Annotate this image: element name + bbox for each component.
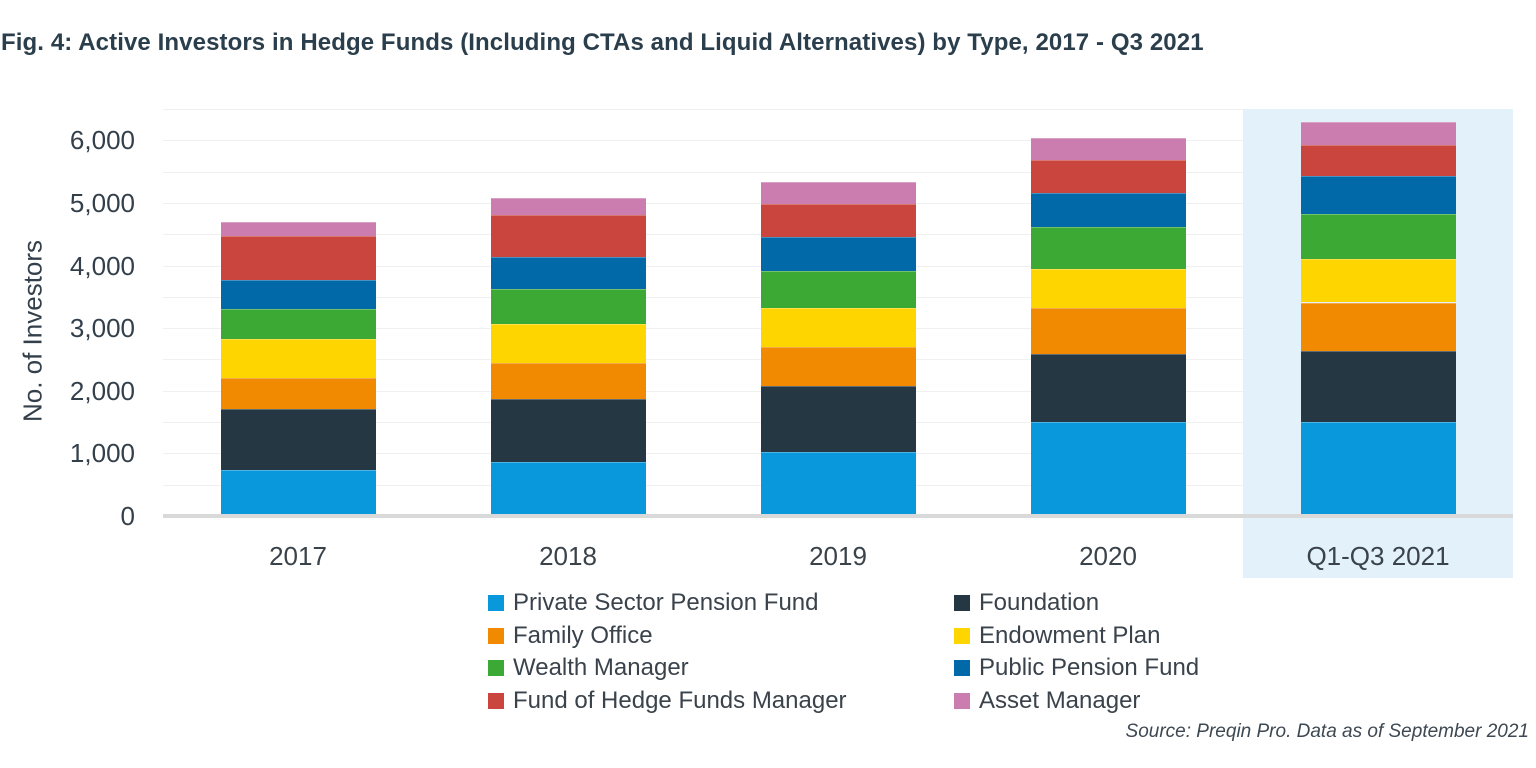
legend-label-family-office: Family Office	[513, 621, 653, 649]
source-note: Source: Preqin Pro. Data as of September…	[1125, 721, 1529, 742]
gridline-6000	[163, 140, 1513, 142]
bar-segment-private-sector-pension-fund-2020	[1030, 422, 1186, 516]
legend-item-foundation: Foundation	[954, 587, 1199, 620]
legend-label-fund-of-hedge-funds-manager: Fund of Hedge Funds Manager	[513, 686, 847, 714]
bar-segment-foundation-2019	[760, 385, 916, 452]
bar-segment-asset-manager-2018	[490, 197, 646, 216]
bar-segment-family-office-2020	[1030, 308, 1186, 355]
bar-segment-asset-manager-q1-q3-2021	[1300, 122, 1456, 145]
bar-segment-family-office-2018	[490, 363, 646, 399]
bar-segment-wealth-manager-2018	[490, 288, 646, 325]
legend-swatch-public-pension-fund	[954, 660, 970, 677]
bar-segment-wealth-manager-q1-q3-2021	[1300, 213, 1456, 259]
legend-swatch-family-office	[488, 627, 504, 644]
legend-label-private-sector-pension-fund: Private Sector Pension Fund	[513, 589, 819, 617]
legend-swatch-fund-of-hedge-funds-manager	[488, 692, 504, 709]
bar-segment-public-pension-fund-2020	[1030, 192, 1186, 227]
legend-label-foundation: Foundation	[979, 589, 1100, 617]
chart-legend: Private Sector Pension Fund Foundation Fam…	[488, 587, 1199, 717]
y-tick-label-6000: 6,000	[69, 125, 135, 156]
bar-segment-endowment-plan-2019	[760, 307, 916, 347]
bar-segment-private-sector-pension-fund-q1-q3-2021	[1300, 422, 1456, 516]
bar-segment-fund-of-hedge-funds-manager-2019	[760, 204, 916, 238]
bar-segment-family-office-q1-q3-2021	[1300, 302, 1456, 352]
bar-segment-fund-of-hedge-funds-manager-2018	[490, 215, 646, 258]
y-tick-label-0: 0	[120, 501, 135, 531]
legend-item-endowment-plan: Endowment Plan	[954, 620, 1199, 653]
legend-swatch-private-sector-pension-fund	[488, 595, 504, 612]
bar-segment-endowment-plan-q1-q3-2021	[1300, 258, 1456, 303]
bar-segment-public-pension-fund-2017	[220, 279, 376, 310]
y-tick-label-2000: 2,000	[69, 375, 135, 406]
bar-segment-asset-manager-2020	[1030, 137, 1186, 160]
bar-segment-public-pension-fund-q1-q3-2021	[1300, 176, 1456, 214]
legend-item-private-sector-pension-fund: Private Sector Pension Fund	[488, 587, 954, 620]
bar-segment-private-sector-pension-fund-2017	[220, 469, 376, 516]
legend-label-wealth-manager: Wealth Manager	[513, 654, 689, 682]
gridline-5500	[163, 171, 1513, 173]
bar-segment-fund-of-hedge-funds-manager-q1-q3-2021	[1300, 144, 1456, 176]
bar-segment-foundation-2017	[220, 408, 376, 470]
y-tick-label-1000: 1,000	[69, 438, 135, 469]
bar-segment-endowment-plan-2017	[220, 339, 376, 379]
legend-swatch-asset-manager	[954, 692, 970, 709]
bar-segment-wealth-manager-2020	[1030, 226, 1186, 270]
x-axis-label-2017: 2017	[269, 541, 327, 571]
stacked-bar-2018	[490, 109, 646, 516]
legend-label-asset-manager: Asset Manager	[979, 686, 1141, 714]
figure-title: Fig. 4: Active Investors in Hedge Funds …	[1, 29, 1204, 56]
bar-segment-private-sector-pension-fund-2019	[760, 451, 916, 516]
bar-segment-asset-manager-2019	[760, 181, 916, 205]
stacked-bar-2020	[1030, 109, 1186, 516]
legend-swatch-endowment-plan	[954, 627, 970, 644]
x-axis-label-q1-q3-2021: Q1-Q3 2021	[1306, 541, 1450, 571]
legend-item-public-pension-fund: Public Pension Fund	[954, 652, 1199, 685]
stacked-bar-q1-q3-2021	[1300, 109, 1456, 516]
bar-segment-fund-of-hedge-funds-manager-2020	[1030, 159, 1186, 193]
bar-segment-endowment-plan-2020	[1030, 269, 1186, 309]
bar-segment-fund-of-hedge-funds-manager-2017	[220, 236, 376, 280]
legend-swatch-foundation	[954, 595, 970, 612]
x-axis-label-2019: 2019	[809, 541, 867, 571]
plot-area	[163, 109, 1513, 578]
bar-segment-foundation-q1-q3-2021	[1300, 351, 1456, 423]
legend-item-wealth-manager: Wealth Manager	[488, 652, 954, 685]
stacked-bar-2017	[220, 109, 376, 516]
bar-segment-family-office-2019	[760, 346, 916, 386]
legend-item-family-office: Family Office	[488, 620, 954, 653]
y-tick-label-5000: 5,000	[69, 187, 135, 218]
bar-segment-private-sector-pension-fund-2018	[490, 462, 646, 516]
bar-segment-public-pension-fund-2019	[760, 237, 916, 272]
x-axis-label-2018: 2018	[539, 541, 597, 571]
stacked-bar-2019	[760, 109, 916, 516]
y-tick-label-4000: 4,000	[69, 250, 135, 281]
legend-label-public-pension-fund: Public Pension Fund	[979, 654, 1200, 682]
legend-item-asset-manager: Asset Manager	[954, 685, 1199, 718]
legend-label-endowment-plan: Endowment Plan	[979, 621, 1161, 649]
y-tick-label-3000: 3,000	[69, 313, 135, 344]
x-axis-label-2020: 2020	[1079, 541, 1137, 571]
bar-segment-public-pension-fund-2018	[490, 257, 646, 289]
bar-segment-endowment-plan-2018	[490, 324, 646, 364]
x-axis-line	[163, 514, 1513, 518]
bar-segment-family-office-2017	[220, 378, 376, 409]
gridline-6500	[163, 109, 1513, 110]
bar-segment-foundation-2018	[490, 398, 646, 463]
bar-segment-wealth-manager-2017	[220, 309, 376, 340]
legend-swatch-wealth-manager	[488, 660, 504, 677]
bar-segment-wealth-manager-2019	[760, 271, 916, 308]
bar-segment-foundation-2020	[1030, 354, 1186, 423]
legend-item-fund-of-hedge-funds-manager: Fund of Hedge Funds Manager	[488, 685, 954, 718]
bar-segment-asset-manager-2017	[220, 221, 376, 237]
